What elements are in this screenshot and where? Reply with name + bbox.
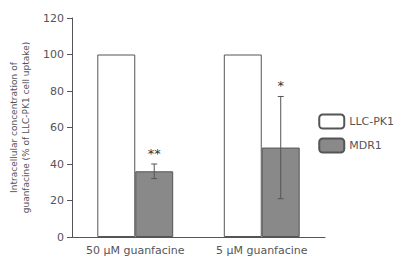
svg-text:40: 40 bbox=[50, 158, 64, 171]
svg-text:60: 60 bbox=[50, 121, 64, 134]
svg-text:100: 100 bbox=[43, 48, 64, 61]
svg-text:20: 20 bbox=[50, 194, 64, 207]
svg-text:MDR1: MDR1 bbox=[349, 139, 382, 152]
svg-text:Intracellular concentration of: Intracellular concentration of bbox=[9, 61, 19, 193]
svg-text:LLC-PK1: LLC-PK1 bbox=[349, 115, 394, 128]
svg-text:guanfacine (% of LLC-PK1 cell: guanfacine (% of LLC-PK1 cell uptake) bbox=[21, 42, 31, 214]
svg-text:*: * bbox=[277, 78, 284, 93]
svg-text:**: ** bbox=[148, 146, 162, 161]
svg-text:50 μM guanfacine: 50 μM guanfacine bbox=[86, 244, 185, 257]
svg-text:80: 80 bbox=[50, 85, 64, 98]
svg-text:5 μM guanfacine: 5 μM guanfacine bbox=[216, 244, 308, 257]
svg-text:120: 120 bbox=[43, 12, 64, 25]
svg-text:0: 0 bbox=[57, 231, 64, 244]
